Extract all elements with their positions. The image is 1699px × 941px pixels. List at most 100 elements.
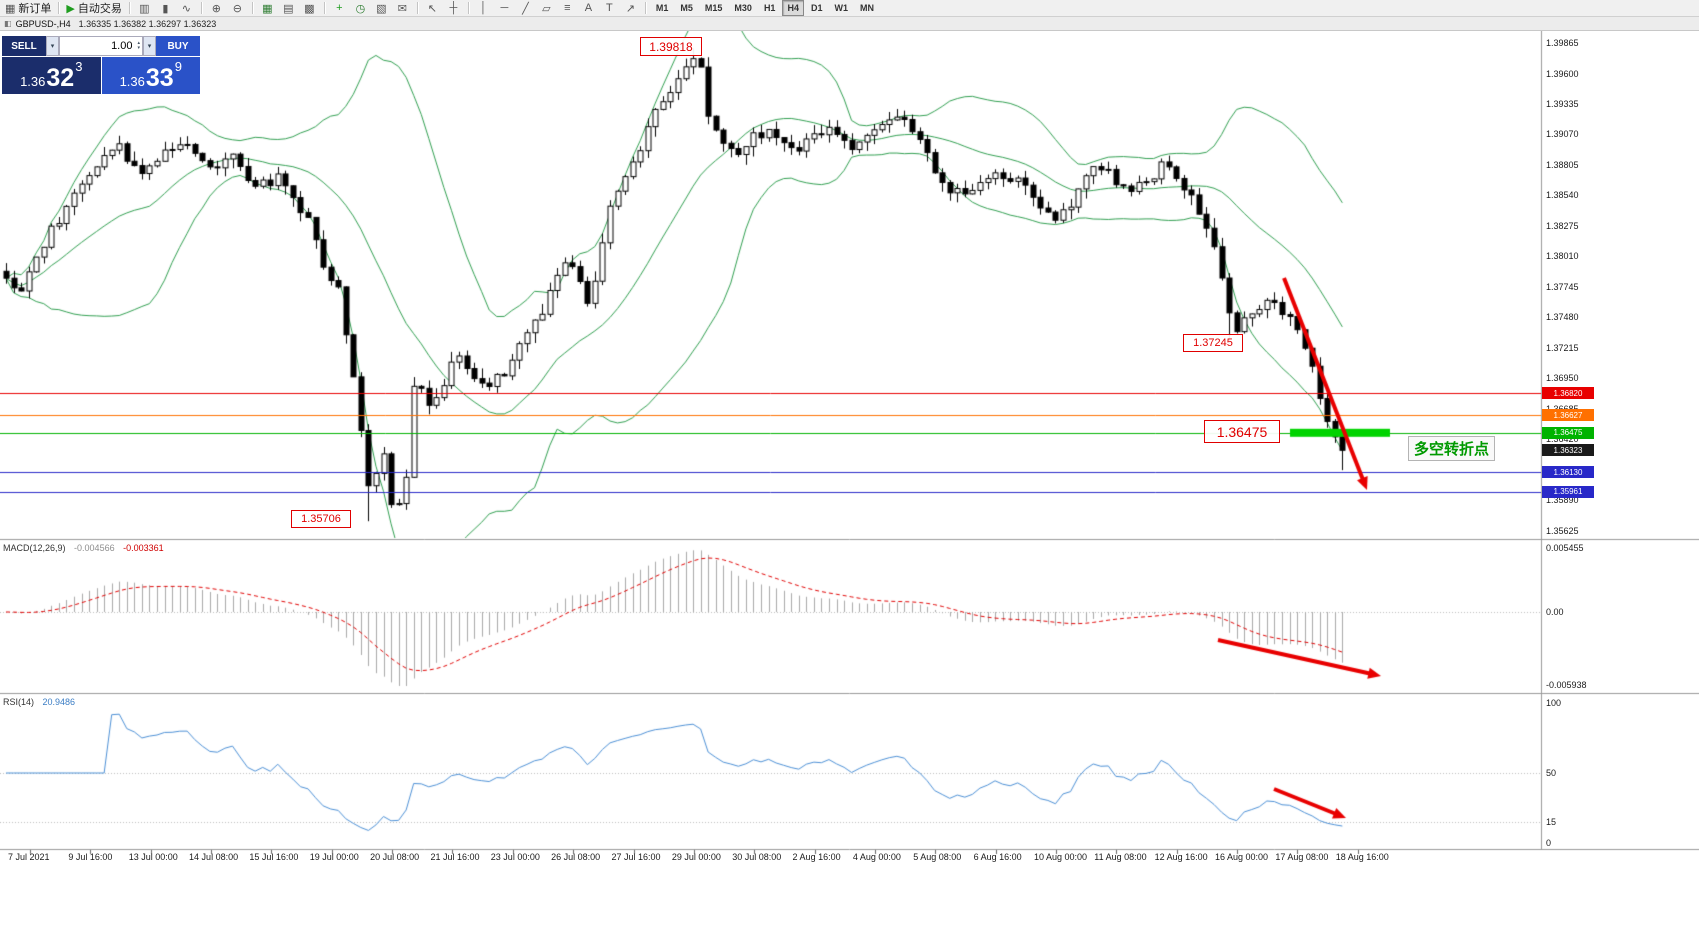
buy-button[interactable]: BUY (156, 36, 200, 56)
stepper-up-icon[interactable]: ▴ (137, 40, 140, 46)
buy-price-pip: 9 (174, 59, 182, 74)
time-axis-label: 12 Aug 16:00 (1154, 852, 1208, 862)
vertical-line-button[interactable]: │ (474, 1, 493, 16)
horizontal-line-icon: ─ (500, 2, 509, 14)
vertical-line-icon: │ (479, 2, 487, 14)
auto-arrange-button[interactable]: ▤ (279, 1, 298, 16)
cursor-button[interactable]: ↖ (423, 1, 442, 16)
price-level-tag: 1.36627 (1542, 409, 1594, 422)
autotrading-button[interactable]: ▶ 自动交易 (64, 1, 123, 16)
price-level-tag: 1.36475 (1542, 426, 1594, 439)
add-indicator-icon: + (336, 2, 343, 14)
zoom-out-icon: ⊖ (232, 2, 242, 15)
toolbar-separator (467, 2, 469, 14)
bar-chart-button[interactable]: ▥ (135, 1, 154, 16)
symbol-title: GBPUSD-,H4 (15, 18, 71, 29)
cascade-windows-button[interactable]: ▩ (300, 1, 319, 16)
timeframe-m30-button[interactable]: M30 (734, 3, 752, 13)
candlestick-chart-button[interactable]: ▮ (156, 1, 175, 16)
macd-scale-label: 0.00 (1546, 606, 1564, 617)
tile-windows-button[interactable]: ▦ (258, 1, 277, 16)
macd-main-value: -0.004566 (74, 543, 115, 553)
new-order-icon: ▦ (5, 2, 16, 15)
price-axis-label: 1.37480 (1546, 312, 1579, 323)
channel-icon: ▱ (542, 2, 551, 15)
timeframe-mn-button[interactable]: MN (859, 3, 874, 13)
price-axis-label: 1.36420 (1546, 434, 1579, 445)
periods-button[interactable]: ◷ (351, 1, 370, 16)
alerts-button[interactable]: ✉ (393, 1, 412, 16)
price-axis-label: 1.39070 (1546, 129, 1579, 140)
time-axis-label: 6 Aug 16:00 (973, 852, 1022, 862)
autotrading-play-icon: ▶ (66, 2, 75, 15)
price-axis-label: 1.35890 (1546, 495, 1579, 506)
price-callout: 1.39818 (640, 37, 702, 56)
text-tool-icon: A (584, 2, 593, 14)
toolbar-separator (128, 2, 130, 14)
rsi-scale-label: 15 (1546, 817, 1557, 827)
timeframe-m5-button[interactable]: M5 (680, 3, 693, 13)
price-axis-label: 1.35625 (1546, 525, 1579, 536)
label-tool-button[interactable]: T (600, 1, 619, 16)
rsi-header: RSI(14) 20.9486 (3, 697, 75, 707)
fibonacci-button[interactable]: ≡ (558, 1, 577, 16)
price-axis-label: 1.39335 (1546, 99, 1579, 109)
timeframe-m1-button[interactable]: M1 (655, 3, 669, 13)
buy-price[interactable]: 1.36 33 9 (101, 57, 200, 94)
price-callout: 1.36475 (1204, 420, 1280, 443)
channel-button[interactable]: ▱ (537, 1, 556, 16)
candlestick-chart-icon: ▮ (162, 2, 169, 15)
volume-input[interactable] (78, 39, 135, 53)
sell-button[interactable]: SELL (2, 36, 46, 56)
crosshair-button[interactable]: ┼ (444, 1, 463, 16)
time-axis-label: 29 Jul 00:00 (671, 852, 721, 862)
timeframe-d1-button[interactable]: D1 (810, 3, 823, 13)
macd-signal-value: -0.003361 (123, 543, 164, 553)
buy-price-main: 33 (145, 64, 174, 92)
timeframe-m15-button[interactable]: M15 (704, 3, 723, 13)
templates-button[interactable]: ▧ (372, 1, 391, 16)
timeframe-w1-button[interactable]: W1 (834, 3, 848, 13)
sell-dropdown-icon[interactable]: ▾ (46, 36, 59, 56)
envelope-icon: ✉ (397, 2, 407, 15)
new-order-button[interactable]: ▦ 新订单 (3, 1, 53, 16)
buy-dropdown-icon[interactable]: ▾ (143, 36, 156, 56)
toolbar-separator (200, 2, 202, 14)
time-axis-label: 27 Jul 16:00 (611, 852, 661, 862)
trendline-button[interactable]: ╱ (516, 1, 535, 16)
toolbar-separator (58, 2, 60, 14)
arrows-tool-button[interactable]: ↗ (621, 1, 640, 16)
rsi-scale-label: 0 (1546, 838, 1552, 848)
zoom-out-button[interactable]: ⊖ (228, 1, 247, 16)
fibonacci-icon: ≡ (564, 2, 571, 14)
time-axis-label: 18 Aug 16:00 (1335, 852, 1389, 862)
stepper-down-icon[interactable]: ▾ (137, 45, 140, 51)
toolbar-separator (251, 2, 253, 14)
line-chart-icon: ∿ (181, 2, 191, 15)
add-indicator-button[interactable]: + (330, 1, 349, 16)
text-tool-button[interactable]: A (579, 1, 598, 16)
time-axis-label: 30 Jul 08:00 (732, 852, 782, 862)
horizontal-line-button[interactable]: ─ (495, 1, 514, 16)
volume-stepper[interactable]: ▴ ▾ (137, 41, 140, 51)
price-axis-label: 1.38540 (1546, 190, 1579, 201)
price-axis-label: 1.38275 (1546, 220, 1579, 231)
price-callout: 1.35706 (291, 510, 351, 528)
line-chart-button[interactable]: ∿ (177, 1, 196, 16)
time-axis-label: 23 Jul 00:00 (490, 852, 540, 862)
sell-price[interactable]: 1.36 32 3 (2, 57, 101, 94)
rsi-scale-label: 50 (1546, 768, 1557, 778)
time-axis-label: 11 Aug 08:00 (1094, 852, 1147, 862)
price-axis-label: 1.37745 (1546, 281, 1579, 292)
price-level-tag: 1.35961 (1542, 485, 1594, 498)
zoom-in-button[interactable]: ⊕ (207, 1, 226, 16)
macd-scale-label: -0.005938 (1546, 680, 1587, 690)
timeframe-h1-button[interactable]: H1 (763, 3, 776, 13)
bar-chart-icon: ▥ (139, 2, 150, 15)
cursor-arrow-icon: ↖ (427, 2, 437, 15)
timeframe-h4-button[interactable]: H4 (782, 0, 804, 16)
time-axis-label: 19 Jul 00:00 (309, 852, 359, 862)
macd-scale-label: 0.005455 (1546, 543, 1584, 553)
